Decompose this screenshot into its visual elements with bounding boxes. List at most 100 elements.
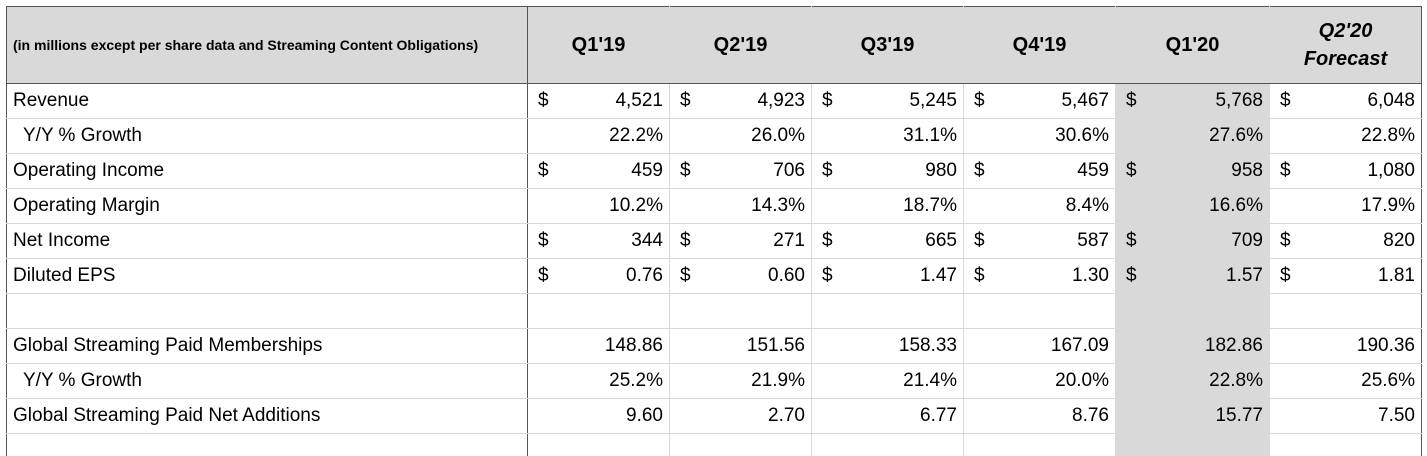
empty-cell bbox=[7, 294, 528, 329]
value-cell: 25.6% bbox=[1270, 364, 1422, 399]
col-header-q2-20-forecast: Q2'20 Forecast bbox=[1270, 7, 1422, 84]
value-cell: 459 bbox=[992, 154, 1116, 189]
currency-sign: $ bbox=[528, 154, 556, 189]
row-label: Y/Y % Growth bbox=[7, 119, 528, 154]
value-cell: 20.0% bbox=[964, 364, 1116, 399]
empty-cell bbox=[7, 434, 528, 456]
value-cell: 5,467 bbox=[992, 84, 1116, 119]
currency-sign: $ bbox=[1116, 224, 1146, 259]
value-cell: 820 bbox=[1300, 224, 1422, 259]
value-cell: 148.86 bbox=[528, 329, 670, 364]
empty-cell bbox=[964, 434, 1116, 456]
row-label: Net Income bbox=[7, 224, 528, 259]
units-note: (in millions except per share data and S… bbox=[7, 7, 528, 84]
value-cell: 158.33 bbox=[812, 329, 964, 364]
row-memberships-growth: Y/Y % Growth 25.2% 21.9% 21.4% 20.0% 22.… bbox=[7, 364, 1422, 399]
empty-cell bbox=[528, 294, 670, 329]
empty-cell bbox=[670, 434, 812, 456]
value-cell: 30.6% bbox=[964, 119, 1116, 154]
currency-sign: $ bbox=[528, 259, 556, 294]
value-cell: 9.60 bbox=[528, 399, 670, 434]
value-cell: 271 bbox=[698, 224, 812, 259]
value-cell: 182.86 bbox=[1116, 329, 1270, 364]
currency-sign: $ bbox=[528, 224, 556, 259]
empty-cell bbox=[1116, 294, 1270, 329]
value-cell: 151.56 bbox=[670, 329, 812, 364]
currency-sign: $ bbox=[964, 154, 992, 189]
value-cell: 1.30 bbox=[992, 259, 1116, 294]
value-cell: 5,768 bbox=[1146, 84, 1270, 119]
currency-sign: $ bbox=[812, 224, 840, 259]
currency-sign: $ bbox=[812, 259, 840, 294]
value-cell: 4,521 bbox=[556, 84, 670, 119]
value-cell: 21.9% bbox=[670, 364, 812, 399]
value-cell: 15.77 bbox=[1116, 399, 1270, 434]
value-cell: 18.7% bbox=[812, 189, 964, 224]
currency-sign: $ bbox=[1116, 259, 1146, 294]
value-cell: 958 bbox=[1146, 154, 1270, 189]
value-cell: 21.4% bbox=[812, 364, 964, 399]
value-cell: 25.2% bbox=[528, 364, 670, 399]
value-cell: 8.76 bbox=[964, 399, 1116, 434]
row-revenue: Revenue $4,521 $4,923 $5,245 $5,467 $5,7… bbox=[7, 84, 1422, 119]
row-net-additions: Global Streaming Paid Net Additions 9.60… bbox=[7, 399, 1422, 434]
value-cell: 6.77 bbox=[812, 399, 964, 434]
value-cell: 190.36 bbox=[1270, 329, 1422, 364]
currency-sign: $ bbox=[1270, 224, 1300, 259]
value-cell: 17.9% bbox=[1270, 189, 1422, 224]
value-cell: 1,080 bbox=[1300, 154, 1422, 189]
value-cell: 22.2% bbox=[528, 119, 670, 154]
value-cell: 16.6% bbox=[1116, 189, 1270, 224]
empty-cell bbox=[1116, 434, 1270, 456]
value-cell: 1.57 bbox=[1146, 259, 1270, 294]
row-label: Operating Margin bbox=[7, 189, 528, 224]
currency-sign: $ bbox=[1270, 84, 1300, 119]
row-spacer bbox=[7, 294, 1422, 329]
row-revenue-growth: Y/Y % Growth 22.2% 26.0% 31.1% 30.6% 27.… bbox=[7, 119, 1422, 154]
value-cell: 709 bbox=[1146, 224, 1270, 259]
value-cell: 344 bbox=[556, 224, 670, 259]
value-cell: 22.8% bbox=[1270, 119, 1422, 154]
value-cell: 1.81 bbox=[1300, 259, 1422, 294]
row-label: Revenue bbox=[7, 84, 528, 119]
row-label: Global Streaming Paid Memberships bbox=[7, 329, 528, 364]
row-net-income: Net Income $344 $271 $665 $587 $709 $820 bbox=[7, 224, 1422, 259]
value-cell: 6,048 bbox=[1300, 84, 1422, 119]
value-cell: 10.2% bbox=[528, 189, 670, 224]
row-memberships: Global Streaming Paid Memberships 148.86… bbox=[7, 329, 1422, 364]
value-cell: 980 bbox=[840, 154, 964, 189]
value-cell: 5,245 bbox=[840, 84, 964, 119]
currency-sign: $ bbox=[812, 84, 840, 119]
value-cell: 2.70 bbox=[670, 399, 812, 434]
forecast-label: Forecast bbox=[1304, 48, 1387, 70]
value-cell: 706 bbox=[698, 154, 812, 189]
value-cell: 7.50 bbox=[1270, 399, 1422, 434]
value-cell: 4,923 bbox=[698, 84, 812, 119]
value-cell: 0.60 bbox=[698, 259, 812, 294]
currency-sign: $ bbox=[670, 154, 698, 189]
value-cell: 587 bbox=[992, 224, 1116, 259]
value-cell: 1.47 bbox=[840, 259, 964, 294]
currency-sign: $ bbox=[1270, 154, 1300, 189]
row-label: Global Streaming Paid Net Additions bbox=[7, 399, 528, 434]
col-header-q2-19: Q2'19 bbox=[670, 7, 812, 84]
currency-sign: $ bbox=[1116, 154, 1146, 189]
currency-sign: $ bbox=[1116, 84, 1146, 119]
currency-sign: $ bbox=[812, 154, 840, 189]
empty-cell bbox=[812, 434, 964, 456]
empty-cell bbox=[1270, 294, 1422, 329]
currency-sign: $ bbox=[670, 84, 698, 119]
currency-sign: $ bbox=[670, 224, 698, 259]
row-label: Y/Y % Growth bbox=[7, 364, 528, 399]
currency-sign: $ bbox=[1270, 259, 1300, 294]
currency-sign: $ bbox=[528, 84, 556, 119]
row-label: Operating Income bbox=[7, 154, 528, 189]
col-header-q1-19: Q1'19 bbox=[528, 7, 670, 84]
col-header-q3-19: Q3'19 bbox=[812, 7, 964, 84]
col-header-q1-20: Q1'20 bbox=[1116, 7, 1270, 84]
value-cell: 22.8% bbox=[1116, 364, 1270, 399]
row-diluted-eps: Diluted EPS $0.76 $0.60 $1.47 $1.30 $1.5… bbox=[7, 259, 1422, 294]
forecast-period: Q2'20 bbox=[1319, 20, 1373, 42]
value-cell: 14.3% bbox=[670, 189, 812, 224]
value-cell: 26.0% bbox=[670, 119, 812, 154]
